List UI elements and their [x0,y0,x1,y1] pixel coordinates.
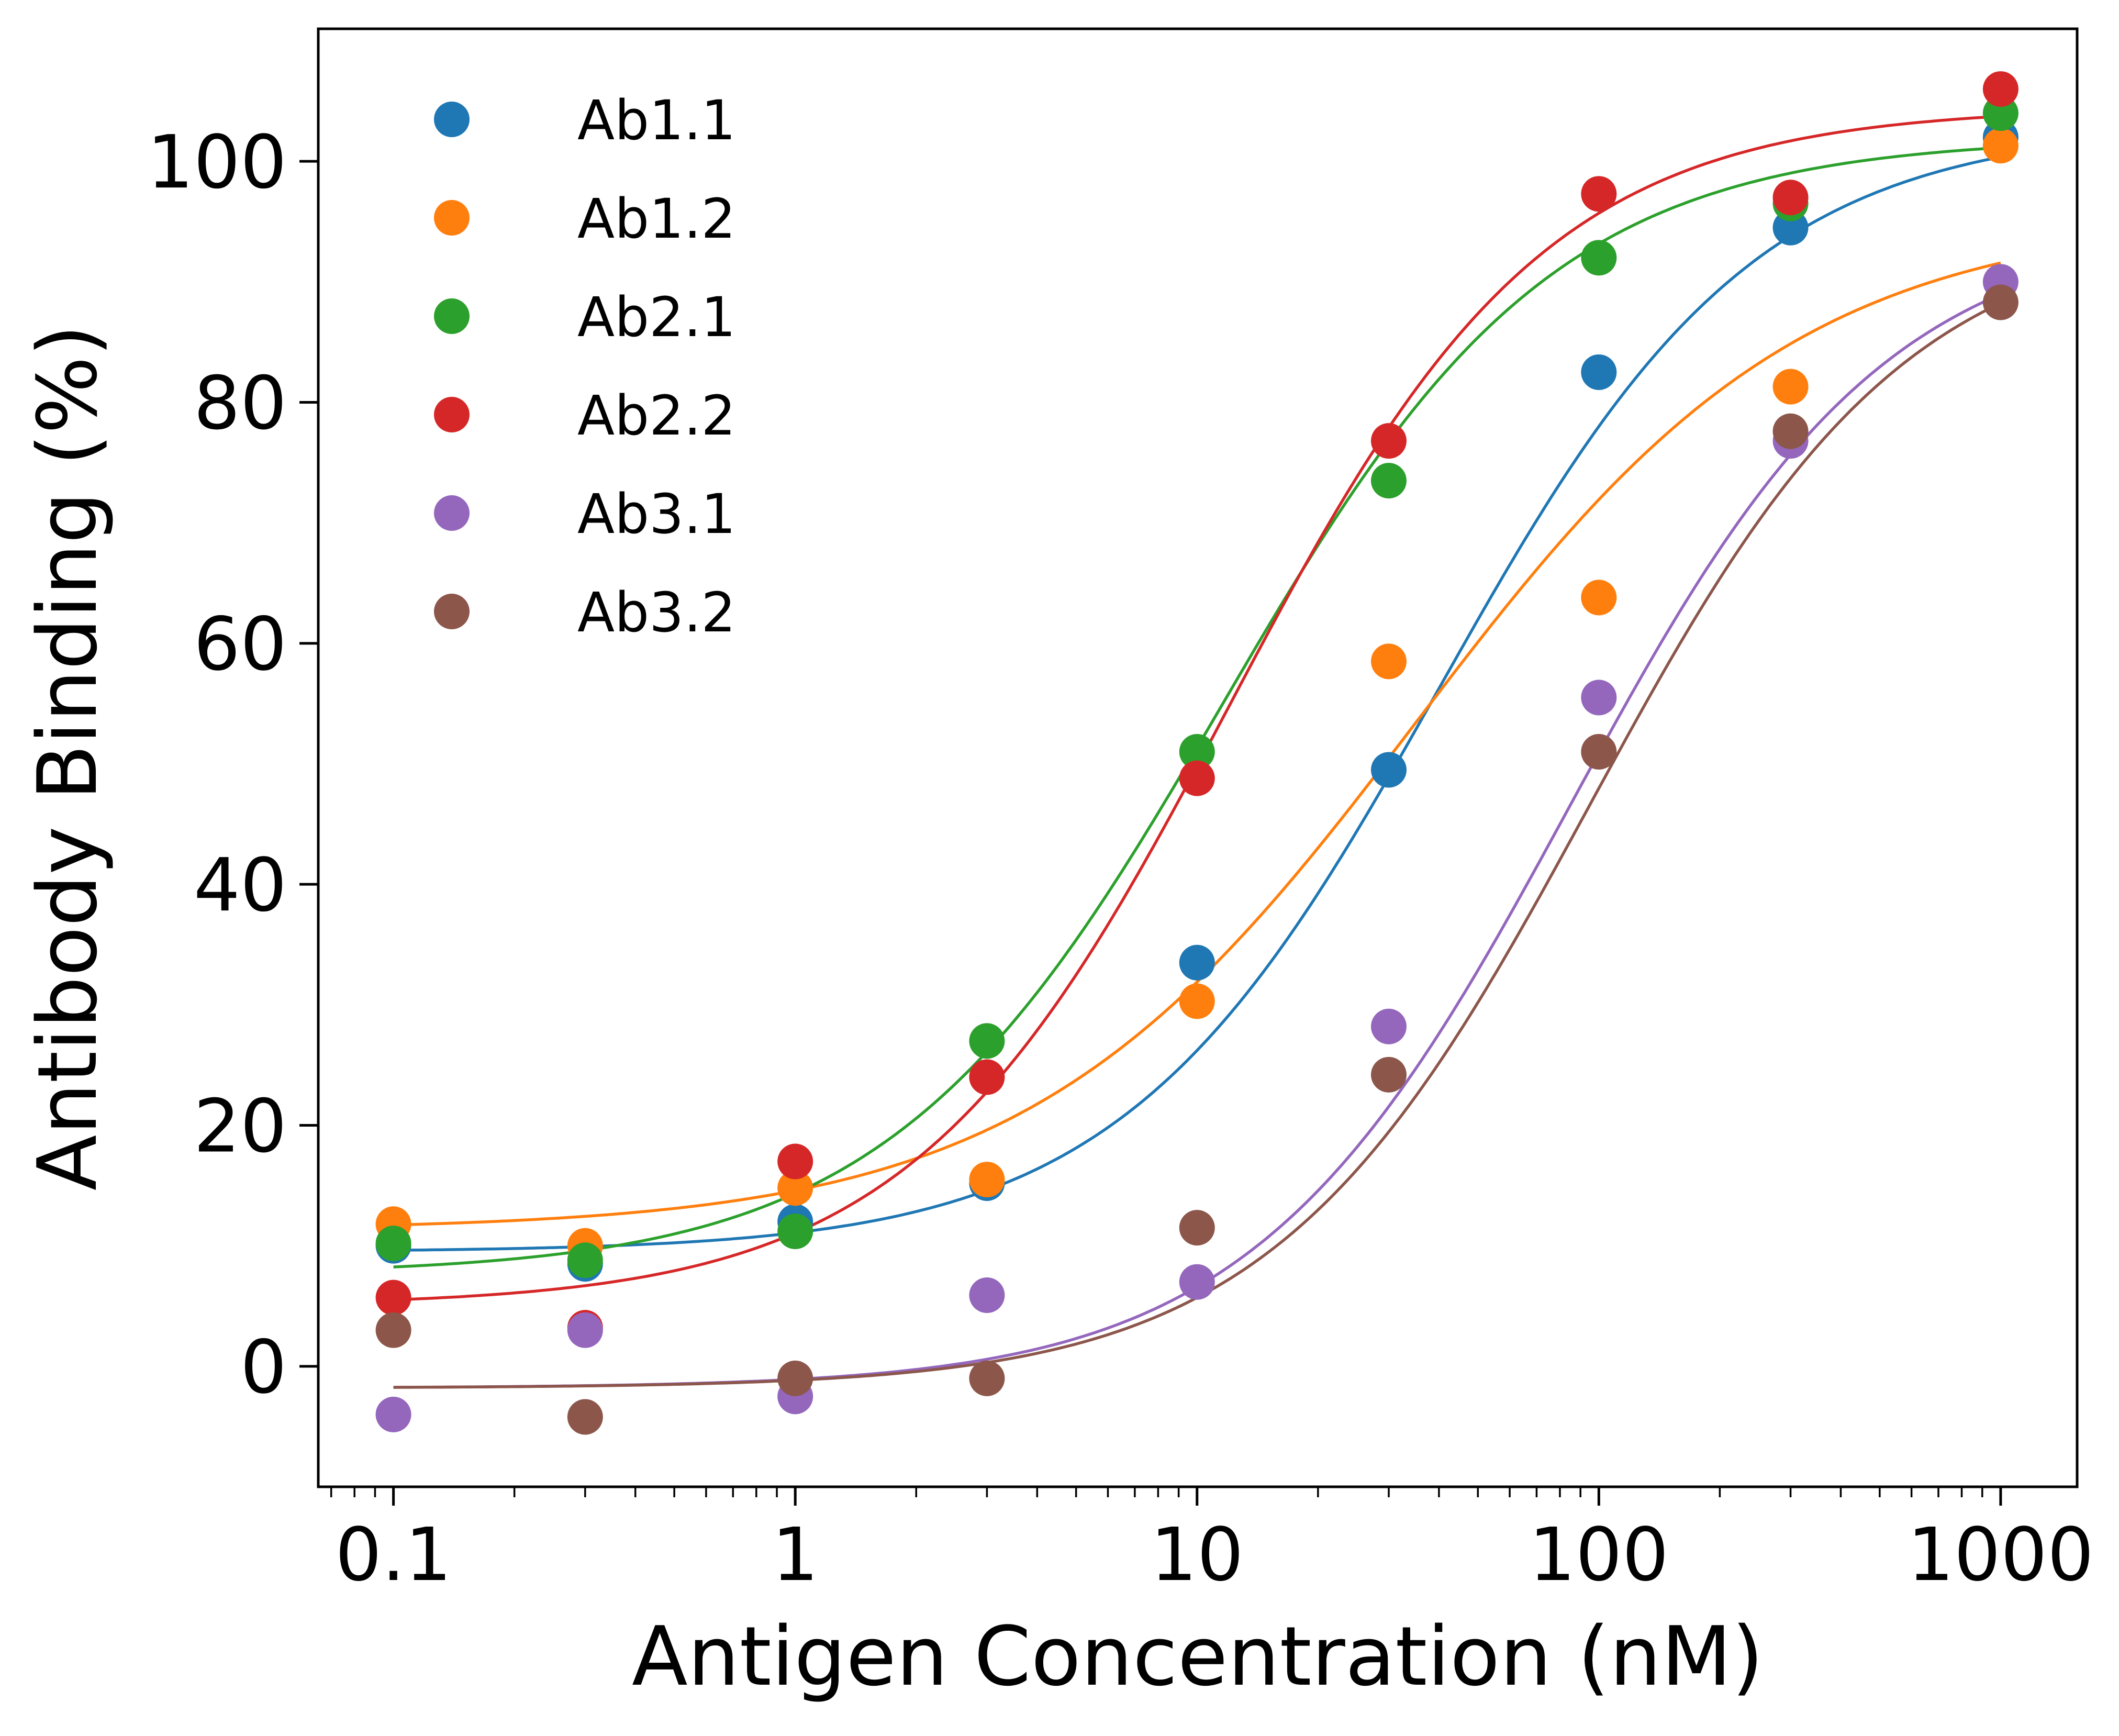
data-point-ab3-2 [567,1399,603,1435]
data-point-ab2-2 [969,1059,1005,1095]
data-point-ab2-1 [1179,733,1215,770]
legend-label: Ab2.1 [577,285,736,349]
data-point-ab3-1 [1581,680,1617,716]
x-tick-label: 0.1 [335,1512,452,1598]
legend-marker [434,594,470,629]
data-point-ab3-2 [1179,1210,1215,1246]
x-tick-label: 1 [772,1512,819,1598]
data-point-ab3-2 [1772,413,1809,449]
legend-marker [434,298,470,334]
data-point-ab2-1 [375,1226,411,1262]
legend-marker [434,102,470,137]
data-point-ab3-2 [969,1360,1005,1396]
data-point-ab3-1 [567,1312,603,1348]
data-point-ab2-1 [1581,240,1617,276]
y-tick-label: 60 [194,602,287,687]
data-point-ab1-2 [1581,580,1617,616]
y-tick-label: 0 [240,1325,287,1410]
legend-label: Ab2.2 [577,384,736,448]
data-point-ab2-2 [1982,71,2018,107]
x-axis-ticks: 0.1 1 10 100 1000 [330,1487,2094,1598]
x-tick-label: 10 [1151,1512,1244,1598]
x-tick-label: 1000 [1908,1512,2094,1598]
legend: Ab1.1 Ab1.2 Ab2.1 Ab2.2 Ab3.1 Ab3.2 [434,88,736,644]
data-point-ab2-1 [777,1214,813,1250]
data-point-ab3-2 [375,1312,411,1348]
data-point-ab2-1 [567,1242,603,1278]
legend-label: Ab3.2 [577,581,736,644]
data-points [375,71,2018,1435]
legend-label: Ab3.1 [577,482,736,546]
data-point-ab3-2 [1982,284,2018,320]
data-point-ab1-1 [1581,354,1617,390]
legend-label: Ab1.2 [577,187,736,251]
legend-marker [434,200,470,236]
fit-line-ab1-2 [393,261,2001,1227]
data-point-ab1-1 [1370,752,1407,788]
data-point-ab3-2 [1581,733,1617,770]
data-point-ab1-2 [1370,643,1407,680]
data-point-ab2-2 [375,1279,411,1316]
data-point-ab3-2 [777,1360,813,1396]
data-point-ab1-2 [1179,983,1215,1019]
data-point-ab2-1 [969,1023,1005,1059]
y-tick-label: 20 [194,1084,287,1170]
data-point-ab1-2 [969,1162,1005,1198]
data-point-ab3-1 [1370,1008,1407,1044]
y-tick-label: 100 [147,120,287,205]
data-point-ab2-2 [1179,760,1215,796]
data-point-ab3-1 [375,1396,411,1432]
data-point-ab1-1 [1179,944,1215,981]
fit-line-ab1-1 [393,155,2001,1252]
data-point-ab2-2 [1772,180,1809,216]
legend-marker [434,495,470,531]
y-tick-label: 80 [194,361,287,447]
data-point-ab2-2 [777,1143,813,1179]
legend-label: Ab1.1 [577,88,736,152]
data-point-ab1-2 [1772,369,1809,405]
data-point-ab2-2 [1370,423,1407,459]
x-axis-label: Antigen Concentration (nM) [632,1609,1764,1704]
data-point-ab1-2 [1982,128,2018,164]
data-point-ab1-2 [777,1170,813,1206]
data-point-ab3-1 [969,1277,1005,1314]
y-axis-label: Antibody Binding (%) [20,325,115,1191]
data-point-ab2-1 [1370,463,1407,499]
x-tick-label: 100 [1529,1512,1669,1598]
y-tick-label: 40 [194,843,287,928]
legend-marker [434,397,470,432]
y-axis-ticks: 0 20 40 60 80 100 [147,120,318,1410]
data-point-ab3-2 [1370,1056,1407,1093]
data-point-ab3-1 [1179,1264,1215,1300]
data-point-ab2-2 [1581,176,1617,212]
